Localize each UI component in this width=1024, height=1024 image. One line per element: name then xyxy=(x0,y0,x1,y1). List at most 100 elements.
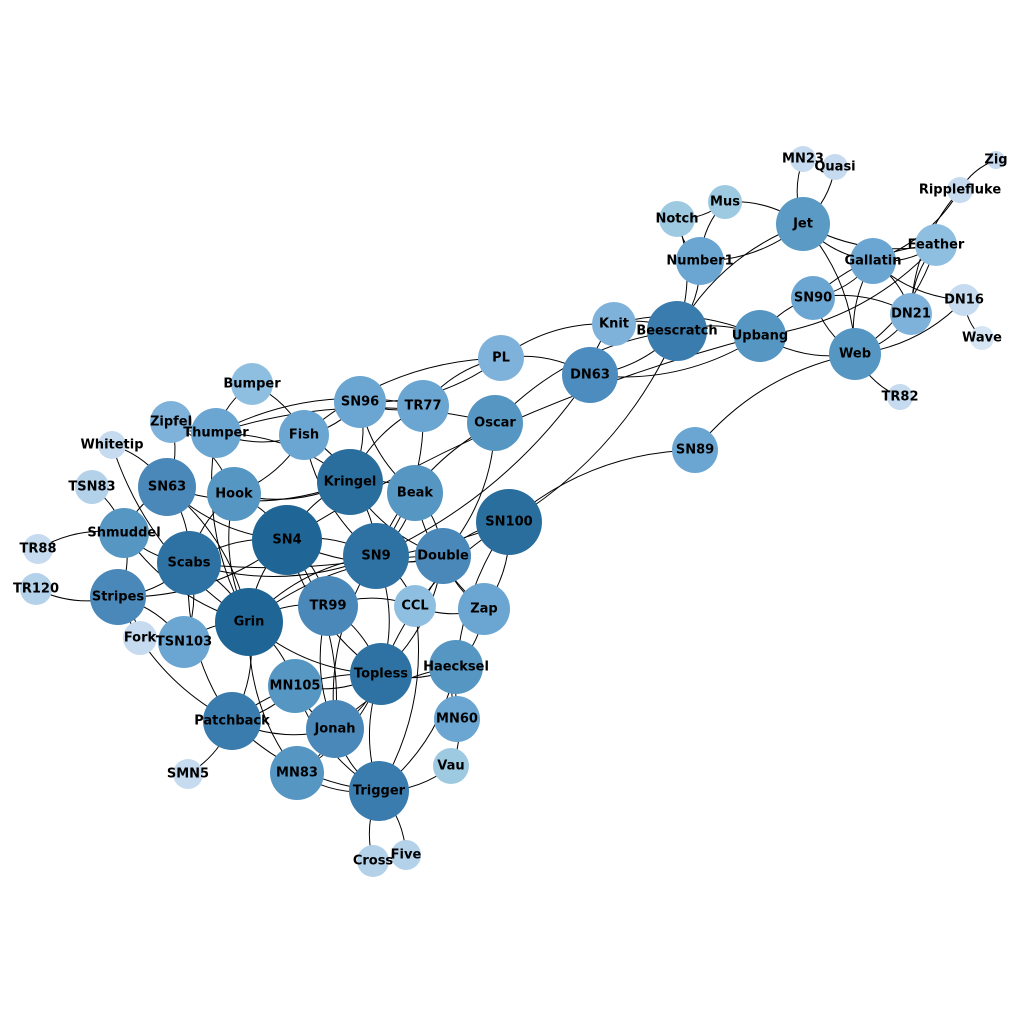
node-mn60[interactable]: MN60 xyxy=(434,696,480,742)
node-circle-notch[interactable] xyxy=(659,201,695,237)
node-zap[interactable]: Zap xyxy=(458,583,510,635)
node-double[interactable]: Double xyxy=(415,528,471,584)
node-whitetip[interactable]: Whitetip xyxy=(80,431,144,459)
node-dn16[interactable]: DN16 xyxy=(944,284,984,316)
node-circle-scabs[interactable] xyxy=(157,531,221,595)
node-tr99[interactable]: TR99 xyxy=(298,576,358,636)
node-circle-sn96[interactable] xyxy=(334,376,386,428)
node-smn5[interactable]: SMN5 xyxy=(167,759,209,789)
node-circle-sn90[interactable] xyxy=(791,276,835,320)
node-circle-mn105[interactable] xyxy=(268,659,322,713)
node-circle-zipfel[interactable] xyxy=(150,401,192,443)
node-tsn83[interactable]: TSN83 xyxy=(68,470,116,504)
node-fish[interactable]: Fish xyxy=(279,410,329,460)
node-circle-sn4[interactable] xyxy=(252,505,322,575)
node-zipfel[interactable]: Zipfel xyxy=(150,401,192,443)
node-circle-zap[interactable] xyxy=(458,583,510,635)
node-circle-quasi[interactable] xyxy=(822,154,848,180)
node-circle-mn60[interactable] xyxy=(434,696,480,742)
node-circle-tr88[interactable] xyxy=(23,534,53,564)
node-bumper[interactable]: Bumper xyxy=(223,363,281,405)
node-hook[interactable]: Hook xyxy=(207,467,261,521)
node-jonah[interactable]: Jonah xyxy=(306,700,364,758)
node-kringel[interactable]: Kringel xyxy=(317,449,383,515)
node-circle-upbang[interactable] xyxy=(734,310,786,362)
node-tr120[interactable]: TR120 xyxy=(13,573,59,605)
node-sn90[interactable]: SN90 xyxy=(791,276,835,320)
node-circle-beescratch[interactable] xyxy=(647,301,707,361)
node-circle-stripes[interactable] xyxy=(90,569,146,625)
node-circle-thumper[interactable] xyxy=(191,408,241,458)
node-dn21[interactable]: DN21 xyxy=(890,293,932,335)
node-sn63[interactable]: SN63 xyxy=(138,458,196,516)
node-circle-shmuddel[interactable] xyxy=(99,508,149,558)
node-vau[interactable]: Vau xyxy=(433,748,469,784)
node-beescratch[interactable]: Beescratch xyxy=(636,301,718,361)
node-circle-mn23[interactable] xyxy=(790,146,816,172)
node-quasi[interactable]: Quasi xyxy=(814,154,856,180)
node-circle-oscar[interactable] xyxy=(467,395,523,451)
node-number1[interactable]: Number1 xyxy=(666,237,734,285)
node-notch[interactable]: Notch xyxy=(656,201,699,237)
node-scabs[interactable]: Scabs xyxy=(157,531,221,595)
node-circle-dn16[interactable] xyxy=(948,284,980,316)
node-circle-zig[interactable] xyxy=(987,151,1005,169)
node-circle-trigger[interactable] xyxy=(349,761,409,821)
node-circle-gallatin[interactable] xyxy=(850,238,896,284)
node-circle-hook[interactable] xyxy=(207,467,261,521)
node-sn9[interactable]: SN9 xyxy=(343,523,409,589)
node-tr77[interactable]: TR77 xyxy=(397,380,449,432)
node-circle-mus[interactable] xyxy=(708,185,742,219)
node-circle-tr82[interactable] xyxy=(887,384,913,410)
node-circle-sn9[interactable] xyxy=(343,523,409,589)
node-haecksel[interactable]: Haecksel xyxy=(423,640,489,694)
node-thumper[interactable]: Thumper xyxy=(183,408,249,458)
node-shmuddel[interactable]: Shmuddel xyxy=(87,508,161,558)
node-circle-sn63[interactable] xyxy=(138,458,196,516)
node-stripes[interactable]: Stripes xyxy=(90,569,146,625)
node-circle-tsn83[interactable] xyxy=(75,470,109,504)
node-circle-ccl[interactable] xyxy=(394,585,436,627)
node-circle-pl[interactable] xyxy=(478,335,524,381)
node-mn23[interactable]: MN23 xyxy=(782,146,824,172)
node-circle-patchback[interactable] xyxy=(203,692,261,750)
node-knit[interactable]: Knit xyxy=(592,302,636,346)
node-circle-fork[interactable] xyxy=(123,621,157,655)
node-jet[interactable]: Jet xyxy=(776,197,830,251)
node-circle-fish[interactable] xyxy=(279,410,329,460)
node-circle-web[interactable] xyxy=(829,328,881,380)
node-circle-cross[interactable] xyxy=(357,845,389,877)
node-tr88[interactable]: TR88 xyxy=(20,534,57,564)
node-circle-ripplefluke[interactable] xyxy=(947,177,973,203)
node-circle-double[interactable] xyxy=(415,528,471,584)
node-trigger[interactable]: Trigger xyxy=(349,761,409,821)
node-upbang[interactable]: Upbang xyxy=(732,310,789,362)
node-ripplefluke[interactable]: Ripplefluke xyxy=(919,177,1002,203)
node-circle-five[interactable] xyxy=(391,840,421,870)
node-grin[interactable]: Grin xyxy=(215,588,283,656)
node-circle-kringel[interactable] xyxy=(317,449,383,515)
node-wave[interactable]: Wave xyxy=(962,326,1002,350)
node-circle-number1[interactable] xyxy=(676,237,724,285)
node-tsn103[interactable]: TSN103 xyxy=(156,616,212,668)
node-sn4[interactable]: SN4 xyxy=(252,505,322,575)
node-mus[interactable]: Mus xyxy=(708,185,742,219)
node-circle-haecksel[interactable] xyxy=(429,640,483,694)
node-mn83[interactable]: MN83 xyxy=(270,746,324,800)
node-patchback[interactable]: Patchback xyxy=(194,692,270,750)
node-circle-sn89[interactable] xyxy=(672,427,718,473)
node-sn89[interactable]: SN89 xyxy=(672,427,718,473)
node-mn105[interactable]: MN105 xyxy=(268,659,322,713)
node-circle-knit[interactable] xyxy=(592,302,636,346)
node-dn63[interactable]: DN63 xyxy=(562,347,618,403)
node-ccl[interactable]: CCL xyxy=(394,585,436,627)
node-circle-dn63[interactable] xyxy=(562,347,618,403)
node-circle-bumper[interactable] xyxy=(231,363,273,405)
node-circle-feather[interactable] xyxy=(915,224,957,266)
node-web[interactable]: Web xyxy=(829,328,881,380)
node-circle-wave[interactable] xyxy=(970,326,994,350)
node-pl[interactable]: PL xyxy=(478,335,524,381)
node-circle-smn5[interactable] xyxy=(173,759,203,789)
node-circle-tr77[interactable] xyxy=(397,380,449,432)
node-cross[interactable]: Cross xyxy=(353,845,394,877)
